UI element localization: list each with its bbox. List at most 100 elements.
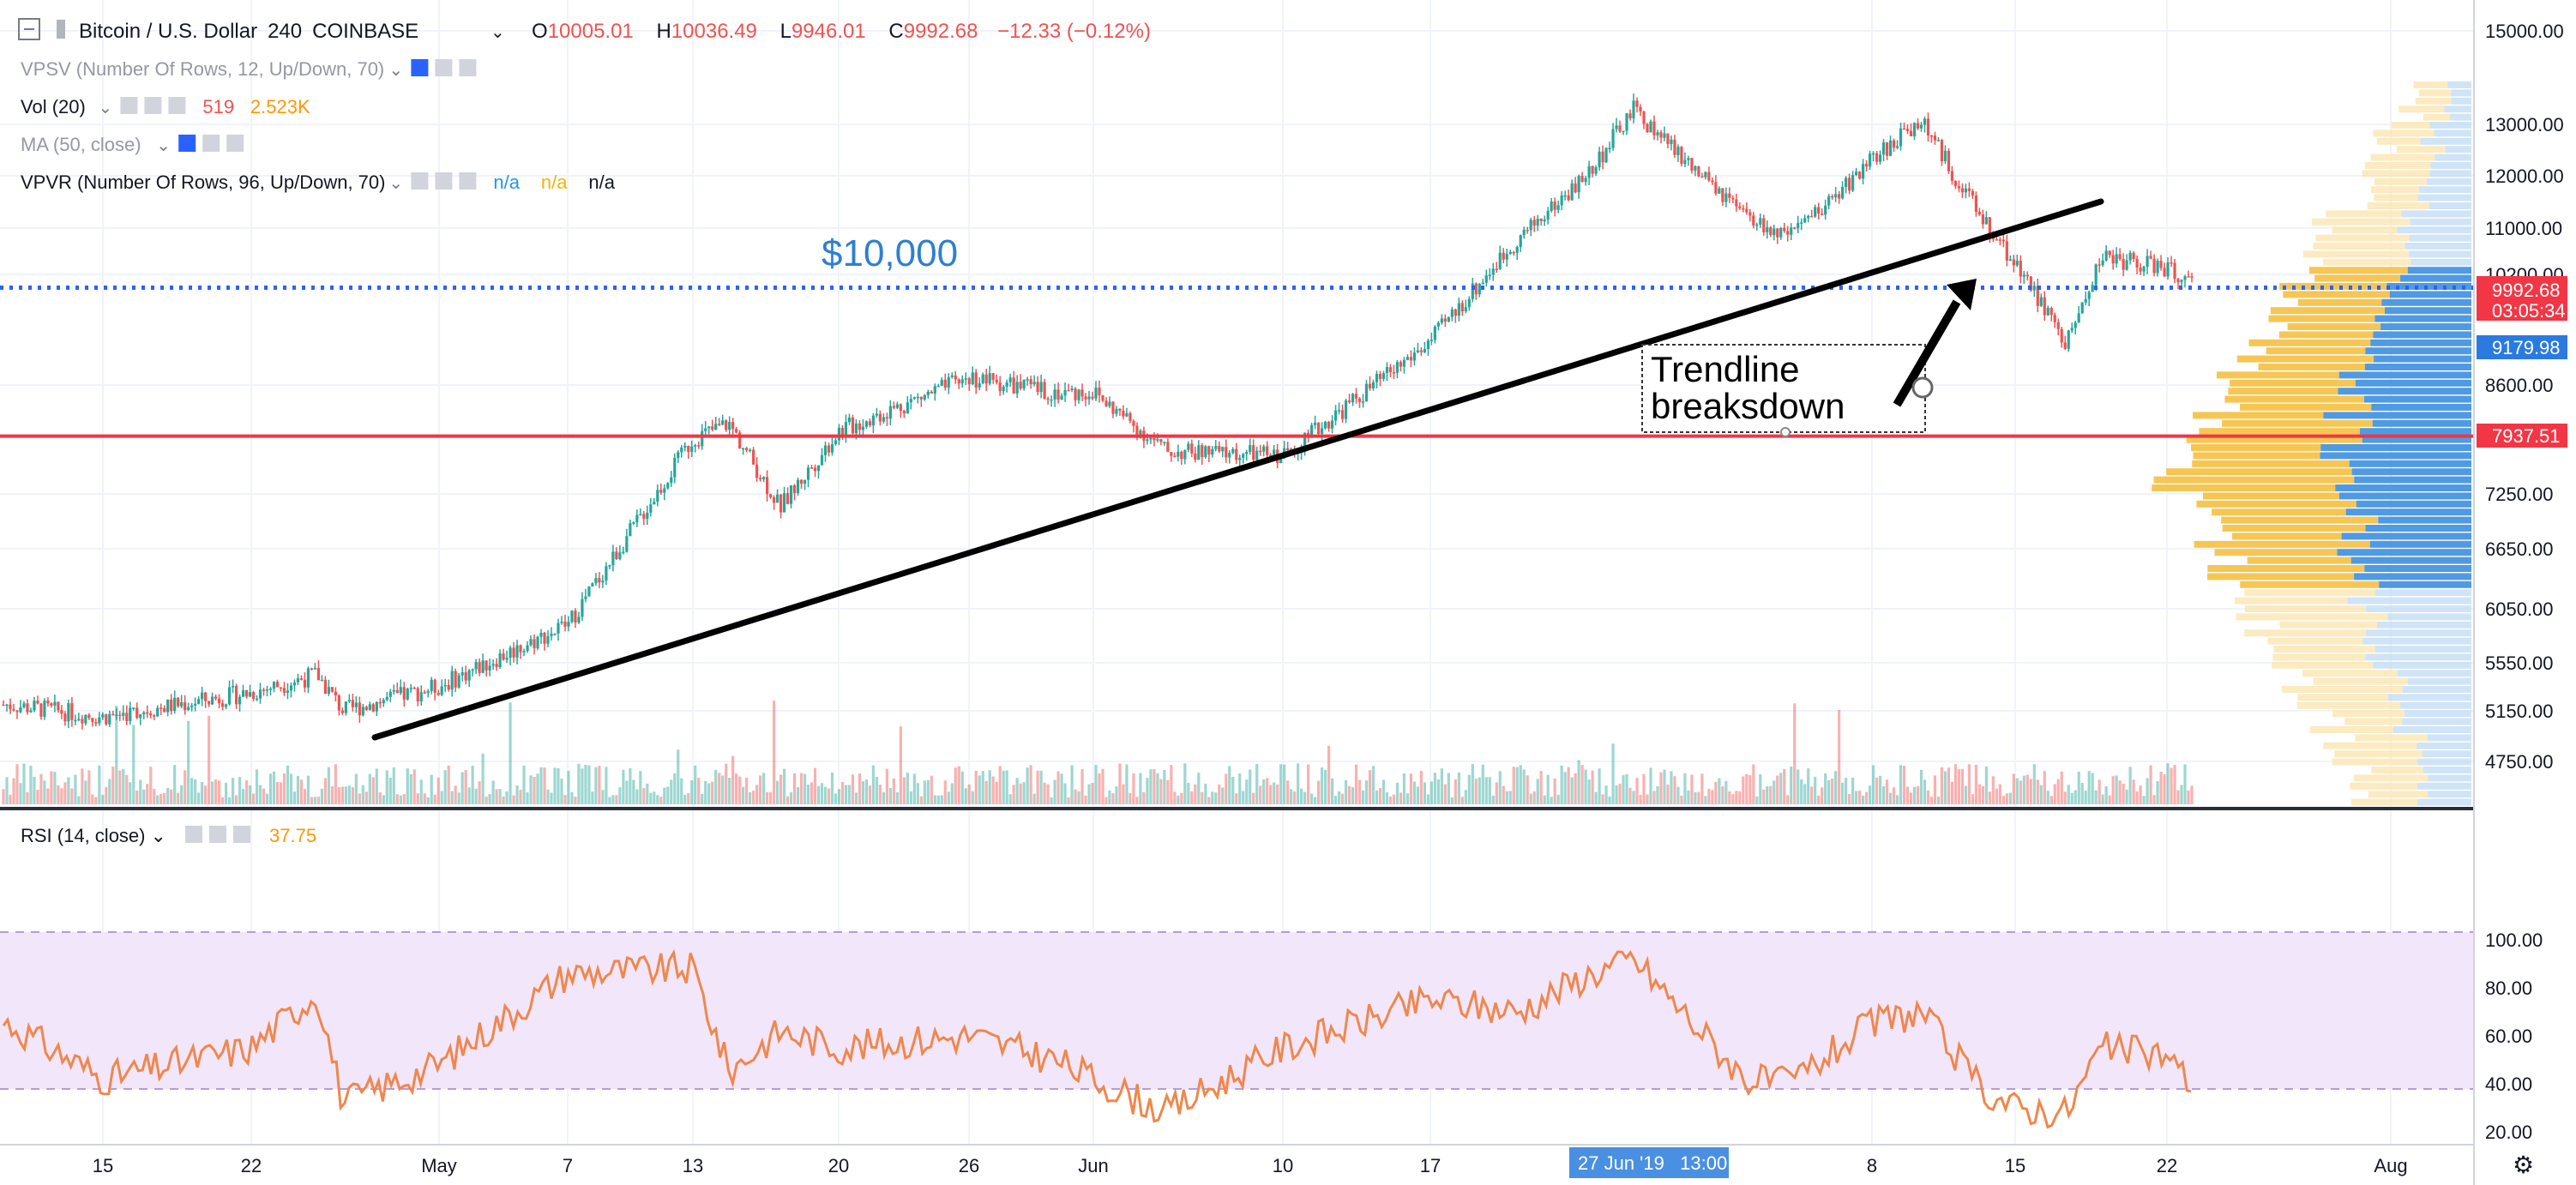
profile-bar-up xyxy=(2193,452,2320,460)
candle-body xyxy=(29,710,33,713)
candle-body xyxy=(2176,279,2180,283)
profile-bar-up xyxy=(2186,436,2362,443)
candle-body xyxy=(916,396,919,399)
chevron-down-icon[interactable]: ⌄ xyxy=(388,174,403,193)
indicator-row[interactable]: VPVR (Number Of Rows, 96, Up/Down, 70) ⌄ n… xyxy=(21,171,616,193)
candle-body xyxy=(954,375,957,380)
chevron-down-icon[interactable]: ⌄ xyxy=(491,23,505,42)
candle-body xyxy=(1670,139,1673,144)
price-tick: 5150.00 xyxy=(2485,701,2554,722)
exchange[interactable]: COINBASE xyxy=(312,20,418,43)
candle-body xyxy=(502,653,505,660)
candle-body xyxy=(1235,448,1238,460)
candle-body xyxy=(1491,268,1495,275)
volume-bar xyxy=(467,787,471,804)
candle-body xyxy=(1269,454,1273,457)
volume-bar xyxy=(1159,779,1163,804)
candle-body xyxy=(447,684,450,690)
chevron-down-icon[interactable]: ⌄ xyxy=(156,136,171,155)
candle-body xyxy=(1249,445,1252,452)
gear-icon[interactable] xyxy=(435,172,453,189)
volume-bar xyxy=(1259,785,1262,804)
indicator-label[interactable]: VPVR (Number Of Rows, 96, Up/Down, 70) xyxy=(21,171,385,193)
volume-bar xyxy=(1560,765,1563,804)
eye-icon[interactable] xyxy=(178,135,196,152)
symbol-name[interactable]: Bitcoin / U.S. Dollar xyxy=(79,20,257,43)
indicator-row[interactable]: VPSV (Number Of Rows, 12, Up/Down, 70) ⌄ xyxy=(21,58,477,80)
candle-body xyxy=(1618,125,1622,132)
time-axis[interactable]: 15 22 May 7 13 20 26 Jun 10 17 8 15 22 Aug 27 Jun '19… xyxy=(0,1144,2534,1178)
volume-bar xyxy=(1327,745,1331,804)
gear-icon[interactable] xyxy=(144,97,162,114)
volume-bar xyxy=(39,773,43,804)
gear-icon[interactable] xyxy=(435,59,453,76)
volume-bar xyxy=(1546,774,1550,804)
drag-handle[interactable] xyxy=(1911,376,1934,399)
indicator-label[interactable]: VPSV (Number Of Rows, 12, Up/Down, 70) xyxy=(21,58,384,80)
gear-icon[interactable] xyxy=(202,135,220,152)
close-icon[interactable] xyxy=(459,172,477,189)
volume-bar xyxy=(1919,769,1923,804)
candle-body xyxy=(1821,214,1824,215)
candle-body xyxy=(2005,241,2008,261)
indicator-row[interactable]: MA (50, close) ⌄ xyxy=(21,134,244,155)
candle-body xyxy=(803,479,807,484)
indicator-row[interactable]: Vol (20) ⌄ 519 2.523K xyxy=(21,96,310,117)
candle-body xyxy=(1201,445,1204,458)
drag-handle[interactable] xyxy=(1780,427,1791,437)
svg-text:O10005.01 H10036.49: O10005.01 H10036.49 L9946.01 C9992.68 −1… xyxy=(532,20,1151,43)
volume-bar xyxy=(2142,796,2146,804)
price-tick: 11000.00 xyxy=(2485,218,2562,239)
close-icon[interactable] xyxy=(226,135,244,152)
volume-bar xyxy=(1899,765,1903,804)
candle-body xyxy=(1101,394,1104,401)
volume-bar xyxy=(1598,768,1601,804)
candle-body xyxy=(1929,135,1934,137)
eye-icon[interactable] xyxy=(120,97,138,114)
volume-bar xyxy=(1225,773,1228,804)
profile-bar-down xyxy=(2427,734,2471,742)
candle-body xyxy=(1433,326,1436,340)
trendline-note[interactable]: Trendline breaksdown xyxy=(1641,344,1926,437)
eye-icon[interactable] xyxy=(185,826,202,843)
price-tick: 4750.00 xyxy=(2485,751,2554,773)
eye-icon[interactable] xyxy=(411,172,429,189)
profile-bar-down xyxy=(2417,782,2471,790)
profile-bar-down xyxy=(2335,484,2471,491)
indicator-label[interactable]: MA (50, close) xyxy=(21,134,141,155)
profile-bar-down xyxy=(2404,243,2471,250)
trendline[interactable] xyxy=(371,198,2104,741)
candle-body xyxy=(1502,252,1505,260)
volume-bar xyxy=(306,775,310,804)
close-icon[interactable] xyxy=(168,97,186,114)
chevron-down-icon[interactable]: ⌄ xyxy=(98,99,112,117)
interval[interactable]: 240 xyxy=(268,20,302,43)
candle-body xyxy=(1266,446,1269,455)
volume-bar xyxy=(2067,785,2070,804)
gear-icon[interactable]: ⚙ xyxy=(2513,1152,2534,1178)
close-icon[interactable] xyxy=(233,826,250,843)
volume-bar xyxy=(248,785,252,804)
volume-bar xyxy=(1981,785,1984,804)
rsi-controls[interactable] xyxy=(185,826,250,843)
candle-body xyxy=(1002,386,1005,392)
profile-bar-up xyxy=(2370,153,2435,161)
gear-icon[interactable] xyxy=(209,826,226,843)
candle-body xyxy=(687,446,690,453)
indicator-label[interactable]: Vol (20) xyxy=(21,96,86,117)
profile-bar-up xyxy=(2231,532,2342,540)
candle-body xyxy=(2118,254,2122,260)
candle-body xyxy=(690,446,694,453)
collapse-button[interactable] xyxy=(18,18,40,40)
rsi-line xyxy=(2,948,2192,1129)
profile-bar-down xyxy=(2399,701,2471,709)
eye-icon[interactable] xyxy=(411,59,429,76)
price-axis[interactable]: 15000.0013000.0012000.0011000.0010200.00… xyxy=(2473,0,2567,1185)
chevron-down-icon[interactable]: ⌄ xyxy=(388,61,403,80)
close-icon[interactable] xyxy=(459,59,477,76)
volume-bar xyxy=(1711,790,1714,804)
rsi-label[interactable]: RSI (14, close) xyxy=(21,825,146,846)
arrow-annotation[interactable] xyxy=(1893,279,1977,407)
candle-body xyxy=(323,679,328,695)
